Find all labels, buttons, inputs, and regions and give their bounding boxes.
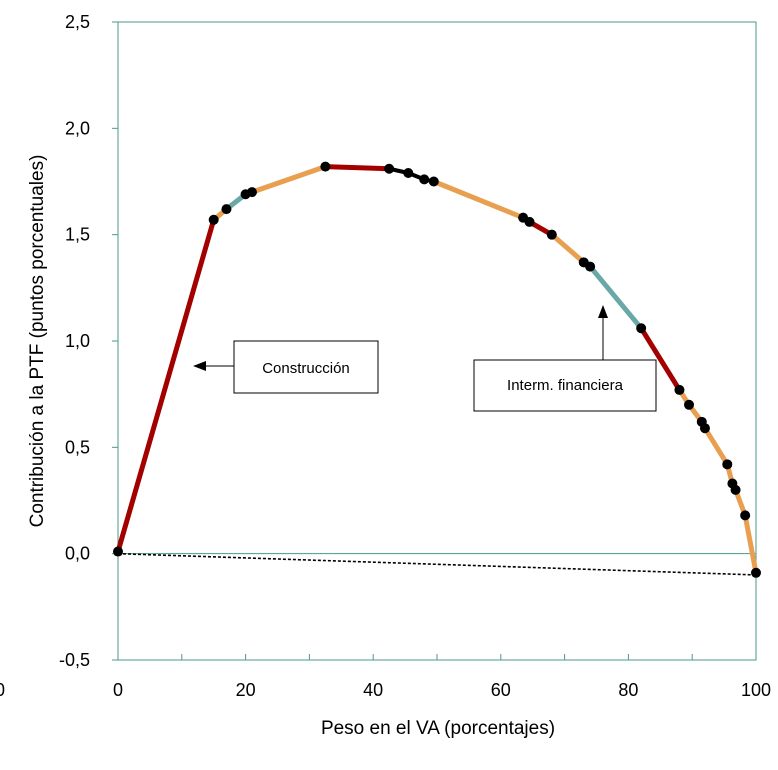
data-point (208, 214, 219, 225)
y-tick-label: 1,5 (65, 225, 90, 245)
x-tick-label: 80 (618, 680, 638, 700)
data-point (113, 546, 123, 557)
x-tick-label: 20 (236, 680, 256, 700)
annotation-arrowhead-interm-financiera (598, 305, 608, 318)
data-point (524, 216, 535, 227)
curve-segment (115, 217, 217, 555)
curve-segment (587, 264, 644, 331)
y-tick-label: 2,5 (65, 12, 90, 32)
data-point (585, 261, 596, 272)
data-point (546, 229, 557, 240)
curve-segment (431, 179, 526, 221)
x-tick-label: 0 (113, 680, 123, 700)
labels-group: -0,5 0,0 0,5 1,0 1,5 2,0 2,5 0 0 20 40 60 80 100 Peso … (0, 12, 771, 739)
annotation-label-interm-financiera: Interm. financiera (507, 377, 624, 394)
x-tick-label: 100 (741, 680, 771, 700)
data-point (722, 459, 733, 470)
annotation-box-interm-financiera (473, 359, 657, 412)
y-tick-label: 1,0 (65, 331, 90, 351)
data-point (699, 423, 710, 434)
x-tick-label: 40 (363, 680, 383, 700)
annotation-arrowhead-construccion (193, 361, 206, 371)
data-point (636, 323, 647, 334)
y-axis-title: Contribución a la PTF (puntos porcentual… (27, 155, 48, 528)
curve-segment (742, 512, 759, 576)
y-tick-label: -0,5 (59, 650, 90, 670)
y-tick-label: 0,0 (65, 544, 90, 564)
data-point (419, 174, 430, 185)
data-point (246, 187, 257, 198)
series-group (115, 164, 759, 576)
annotations-group: Construcción Interm. financiera (193, 305, 657, 412)
curve-segment (249, 164, 328, 195)
curve-segment (702, 425, 730, 467)
data-point (730, 484, 741, 495)
x-tick-label: 60 (491, 680, 511, 700)
y-tick-label: 2,0 (65, 118, 90, 138)
annotation-box-construccion (233, 340, 379, 394)
data-point (684, 399, 695, 410)
x-tick-label: 0 (0, 680, 5, 700)
curve-segment (322, 164, 392, 172)
data-point (384, 163, 395, 174)
reference-dashed-line (117, 552, 757, 576)
markers-group (113, 161, 761, 578)
data-point (428, 176, 439, 187)
plot-frame-group (117, 21, 757, 661)
curve-segment (638, 325, 682, 393)
data-point (740, 510, 751, 521)
annotation-label-construccion: Construcción (262, 360, 350, 377)
plot-frame (117, 21, 757, 661)
x-axis-title: Peso en el VA (porcentajes) (321, 718, 555, 739)
curve-segment (549, 232, 587, 265)
data-point (221, 204, 232, 215)
tick-marks-group (112, 21, 757, 661)
data-point (674, 384, 685, 395)
data-point (751, 567, 761, 578)
y-tick-label: 0,5 (65, 437, 90, 457)
data-point (403, 167, 414, 178)
data-point (320, 161, 331, 172)
